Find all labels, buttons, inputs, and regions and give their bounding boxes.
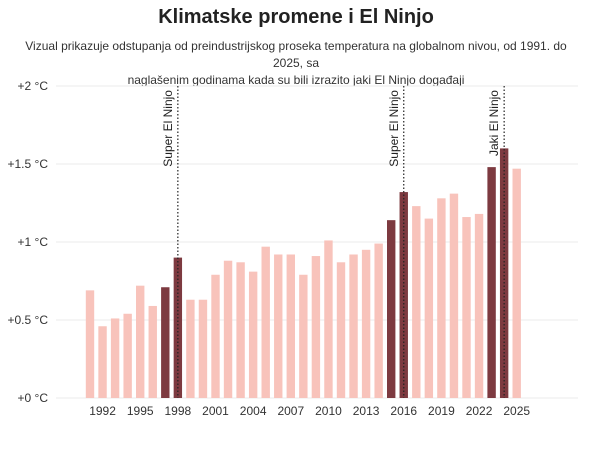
bar	[437, 198, 446, 398]
x-tick-label: 1998	[164, 404, 191, 418]
y-tick-label: +1 °C	[18, 235, 49, 249]
bar	[424, 218, 434, 398]
bar	[324, 240, 333, 398]
bar	[261, 246, 270, 398]
bar	[449, 193, 459, 398]
x-tick-label: 2004	[240, 404, 267, 418]
chart-subtitle: Vizual prikazuje odstupanja od preindust…	[20, 38, 572, 89]
bars	[85, 148, 521, 398]
bar	[85, 290, 95, 398]
y-tick-label: +1.5 °C	[8, 157, 49, 171]
annotations: Super El Ninjo Super El Ninjo Jaki El Ninj…	[161, 86, 505, 398]
annotation-label: Super El Ninjo	[387, 90, 401, 167]
x-tick-label: 2019	[428, 404, 455, 418]
bar	[374, 243, 383, 398]
bar	[286, 254, 295, 398]
bar	[349, 254, 358, 398]
bar	[311, 256, 321, 398]
x-tick-label: 2016	[390, 404, 417, 418]
bar	[136, 285, 145, 398]
bar-highlighted	[487, 167, 496, 398]
x-tick-label: 2010	[315, 404, 342, 418]
subtitle-line-2: naglašenim godinama kada su bili izrazit…	[127, 73, 465, 87]
y-axis: +0 °C +0.5 °C +1 °C +1.5 °C +2 °C	[8, 79, 49, 405]
chart-title: Klimatske promene i El Ninjo	[158, 6, 434, 28]
y-tick-label: +0.5 °C	[8, 313, 49, 327]
bar	[412, 206, 421, 398]
x-tick-label: 1995	[127, 404, 154, 418]
bar-highlighted	[499, 148, 509, 398]
bar	[236, 262, 245, 398]
bar	[148, 305, 157, 398]
bar	[248, 271, 258, 398]
y-tick-label: +0 °C	[18, 391, 49, 405]
x-axis: 1992 1995 1998 2001 2004 2007 2010 2013 2016 2019…	[89, 404, 530, 418]
bar	[123, 313, 132, 398]
y-tick-label: +2 °C	[18, 79, 49, 93]
bar	[462, 217, 471, 398]
x-tick-label: 2001	[202, 404, 229, 418]
bar	[274, 254, 283, 398]
bar	[474, 213, 484, 398]
annotation-label: Jaki El Ninjo	[487, 90, 501, 156]
bar	[512, 168, 521, 398]
bar-highlighted	[399, 192, 408, 398]
bar	[361, 249, 371, 398]
x-tick-label: 1992	[89, 404, 116, 418]
bar	[223, 260, 233, 398]
bar	[336, 262, 346, 398]
bar	[211, 274, 220, 398]
bar	[299, 274, 308, 398]
x-tick-label: 2022	[466, 404, 493, 418]
x-tick-label: 2013	[353, 404, 380, 418]
bar	[198, 299, 208, 398]
bar-highlighted	[387, 220, 396, 398]
annotation-label: Super El Ninjo	[161, 90, 175, 167]
x-tick-label: 2025	[503, 404, 530, 418]
bar-highlighted	[161, 287, 170, 398]
subtitle-line-1: Vizual prikazuje odstupanja od preindust…	[25, 39, 567, 70]
x-tick-label: 2007	[277, 404, 304, 418]
bar	[186, 299, 195, 398]
bar	[98, 326, 107, 398]
bar	[110, 318, 120, 398]
